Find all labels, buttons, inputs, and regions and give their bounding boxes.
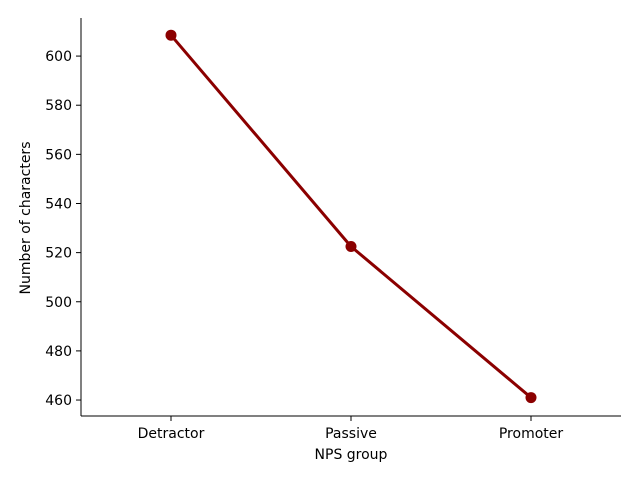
- y-axis-ticks: 460 480 500 520 540 560 580 600: [45, 49, 81, 409]
- y-tick-label: 520: [45, 246, 72, 262]
- y-tick-label: 600: [45, 49, 72, 65]
- y-tick-label: 500: [45, 295, 72, 311]
- x-tick-label: Passive: [325, 426, 377, 442]
- data-point: [165, 29, 177, 41]
- x-axis-ticks: Detractor Passive Promoter: [138, 416, 564, 442]
- y-tick-label: 460: [45, 393, 72, 409]
- data-point: [345, 240, 357, 252]
- series-layer: [165, 29, 537, 404]
- x-axis-label: NPS group: [315, 447, 388, 463]
- series-line: [169, 34, 532, 399]
- y-axis-label: Number of characters: [18, 142, 34, 295]
- y-tick-label: 580: [45, 98, 72, 114]
- y-tick-label: 480: [45, 344, 72, 360]
- x-tick-label: Detractor: [138, 426, 205, 442]
- x-tick-label: Promoter: [499, 426, 564, 442]
- y-tick-label: 560: [45, 147, 72, 163]
- data-point: [525, 392, 537, 404]
- y-tick-label: 540: [45, 196, 72, 212]
